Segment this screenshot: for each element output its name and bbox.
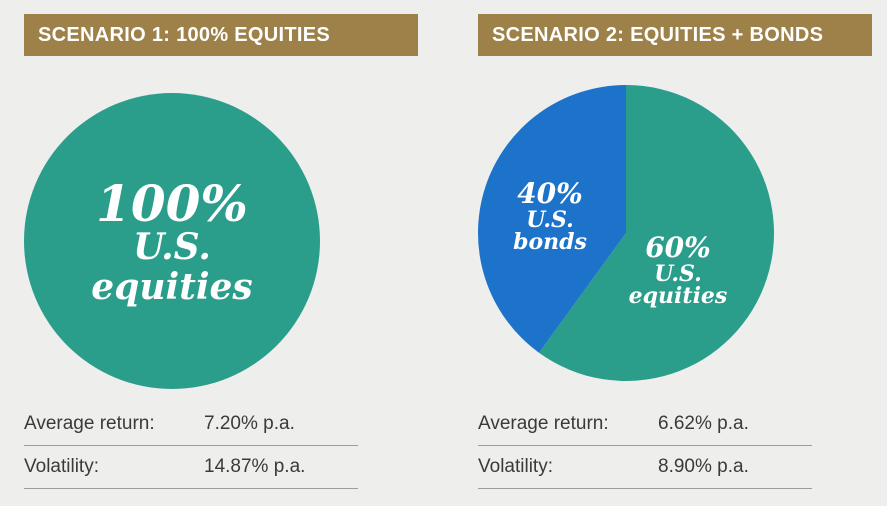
stat-label: Volatility: — [478, 456, 553, 477]
pie-label-bonds-line-2: bonds — [513, 229, 587, 255]
pie-label-percent: 100% — [96, 174, 248, 233]
scenario-1-panel: SCENARIO 1: 100% EQUITIES 100% U.S. equi… — [24, 0, 424, 506]
stat-row-average-return: Average return: 7.20% p.a. — [24, 403, 358, 446]
scenario-2-panel: SCENARIO 2: EQUITIES + BONDS 40% U.S. bo… — [477, 0, 878, 506]
scenario-1-pie-chart: 100% U.S. equities — [24, 93, 320, 389]
stat-label: Volatility: — [24, 456, 99, 477]
stat-row-volatility: Volatility: 14.87% p.a. — [24, 446, 358, 489]
stat-row-volatility: Volatility: 8.90% p.a. — [478, 446, 812, 489]
scenario-2-title: SCENARIO 2: EQUITIES + BONDS — [478, 14, 872, 56]
stat-row-average-return: Average return: 6.62% p.a. — [478, 403, 812, 446]
pie-label-equities-line-1: U.S. — [654, 261, 702, 287]
pie-label-bonds-percent: 40% — [517, 177, 583, 210]
scenario-2-stats: Average return: 6.62% p.a. Volatility: 8… — [478, 403, 812, 489]
pie-label-equities-percent: 60% — [645, 231, 711, 264]
scenario-1-title: SCENARIO 1: 100% EQUITIES — [24, 14, 418, 56]
pie-label-line-2: equities — [91, 266, 252, 308]
stat-value: 6.62% p.a. — [658, 413, 749, 434]
stat-label: Average return: — [24, 413, 155, 434]
pie-slice-us-equities — [539, 85, 774, 381]
pie-label-bonds-line-1: U.S. — [526, 207, 574, 233]
stat-value: 8.90% p.a. — [658, 456, 749, 477]
pie-label-equities-line-2: equities — [629, 283, 728, 309]
stat-value: 14.87% p.a. — [204, 456, 306, 477]
pie-label-line-1: U.S. — [133, 226, 211, 268]
pie-slice-us-equities — [24, 93, 320, 389]
stat-value: 7.20% p.a. — [204, 413, 295, 434]
scenario-1-stats: Average return: 7.20% p.a. Volatility: 1… — [24, 403, 358, 489]
scenario-2-pie-chart: 40% U.S. bonds 60% U.S. equities — [477, 85, 774, 381]
stat-label: Average return: — [478, 413, 609, 434]
pie-slice-us-bonds — [477, 85, 626, 353]
